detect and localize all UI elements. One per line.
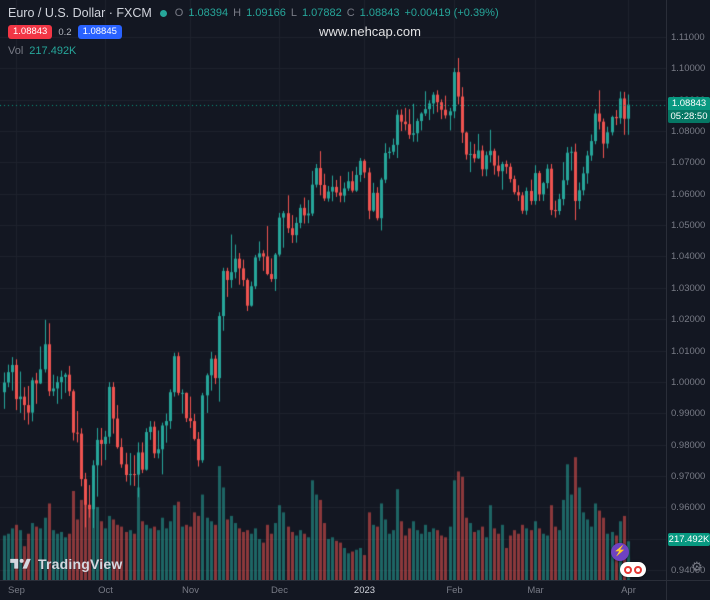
low-label: L [290, 7, 297, 19]
price-tick-label: 1.08000 [671, 126, 706, 138]
price-tick-label: 0.94000 [671, 565, 706, 576]
time-tick-label: Sep [8, 585, 25, 596]
price-tick-label: 1.06000 [671, 188, 706, 200]
price-tick-label: 1.07000 [671, 157, 706, 169]
price-tick-label: 1.03000 [671, 282, 706, 294]
price-tick-label: 0.98000 [671, 439, 706, 451]
volume-label: Vol [8, 45, 24, 57]
price-chart-canvas[interactable] [0, 0, 666, 580]
last-price-badge: 1.08843 05:28:50 [668, 96, 710, 123]
time-tick-label: Feb [446, 585, 463, 596]
price-tick-label: 1.05000 [671, 220, 706, 232]
change-value: +0.00419 (+0.39%) [404, 7, 499, 19]
time-tick-label: Nov [182, 585, 199, 596]
price-tick-label: 1.02000 [671, 314, 706, 326]
high-label: H [233, 7, 242, 19]
lightning-icon: ⚡ [613, 546, 627, 557]
record-dot-icon [624, 565, 632, 574]
settings-gear-icon[interactable]: ⚙ [691, 559, 703, 574]
bar-countdown: 05:28:50 [668, 109, 710, 123]
last-volume-value: 217.492K [668, 534, 710, 546]
time-tick-label: Apr [621, 585, 636, 596]
price-tick-label: 0.99000 [671, 408, 706, 420]
close-value: 1.08843 [359, 7, 400, 19]
price-tick-label: 1.10000 [671, 63, 706, 75]
open-value: 1.08394 [188, 7, 229, 19]
axis-corner [666, 580, 710, 600]
quick-action-button[interactable]: ⚡ [611, 543, 629, 561]
time-tick-label: Mar [527, 585, 544, 596]
time-axis[interactable]: Sep Oct Nov Dec 2023 Feb Mar Apr [0, 580, 666, 600]
recorder-pill-button[interactable] [620, 562, 646, 577]
market-status-icon [159, 9, 167, 17]
price-tick-label: 1.00000 [671, 376, 706, 388]
record-dot-icon [634, 565, 642, 574]
chart-legend: Euro / U.S. Dollar · FXCM O 1.08394 H 1.09… [8, 6, 499, 57]
low-value: 1.07882 [301, 7, 342, 19]
tradingview-logo-icon [10, 558, 31, 569]
time-tick-label: 2023 [353, 585, 376, 596]
sell-button[interactable]: 1.08843 [8, 25, 53, 39]
price-tick-label: 1.04000 [671, 251, 706, 263]
time-tick-label: Oct [98, 585, 113, 596]
price-tick-label: 0.97000 [671, 470, 706, 482]
tradingview-logo-text: TradingView [38, 556, 123, 572]
buy-button[interactable]: 1.08845 [77, 25, 122, 39]
price-tick-label: 1.11000 [671, 32, 705, 43]
symbol-title[interactable]: Euro / U.S. Dollar · FXCM [8, 6, 152, 20]
close-label: C [346, 7, 355, 19]
watermark-text: www.nehcap.com [319, 24, 421, 39]
time-tick-label: Dec [271, 585, 288, 596]
price-tick-label: 1.01000 [671, 345, 706, 357]
open-label: O [174, 7, 184, 19]
price-axis[interactable]: 1.08843 05:28:50 217.492K 1.11000 1.10000… [666, 0, 710, 580]
ohlc-values: O 1.08394 H 1.09166 L 1.07882 C 1.08843 +0.0… [175, 7, 499, 19]
last-price-value: 1.08843 [671, 97, 707, 109]
last-volume-badge: 217.492K [668, 533, 710, 547]
volume-value: 217.492K [29, 45, 77, 57]
tradingview-attribution[interactable]: TradingView [10, 556, 122, 572]
spread-value: 0.2 [58, 26, 72, 38]
high-value: 1.09166 [246, 7, 286, 19]
price-tick-label: 0.96000 [671, 502, 706, 514]
